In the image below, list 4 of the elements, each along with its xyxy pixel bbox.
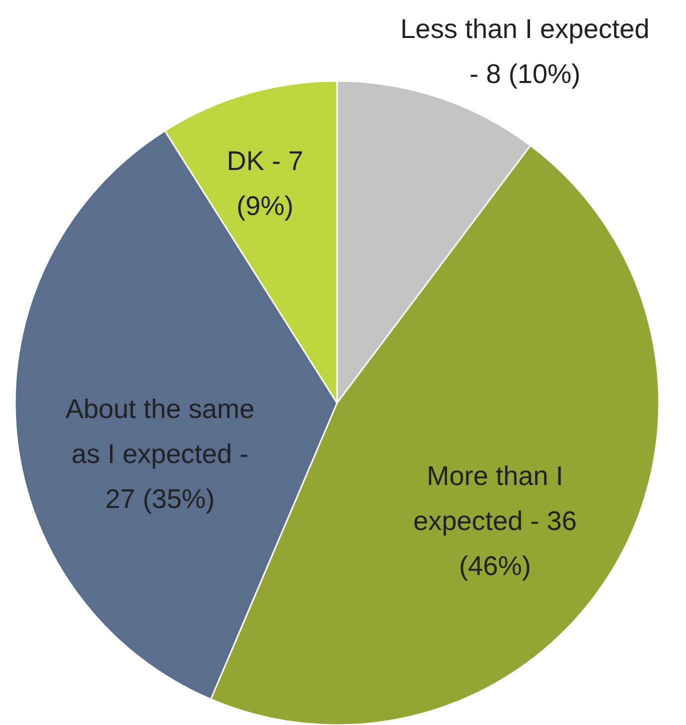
slice-label: About the same as I expected - 27 (35%)	[65, 394, 255, 514]
slice-label: DK - 7 (9%)	[226, 146, 304, 221]
slice-label: Less than I expected - 8 (10%)	[400, 14, 650, 89]
slice-label: More than I expected - 36 (46%)	[413, 461, 577, 581]
